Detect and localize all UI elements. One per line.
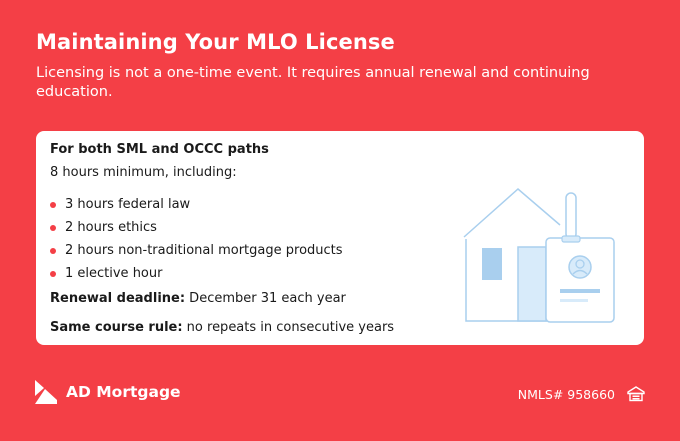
license-requirements-card: For both SML and OCCC paths 8 hours mini… (36, 131, 644, 345)
bullet-dot-icon (50, 270, 56, 277)
footer-meta: NMLS# 958660 (518, 386, 645, 403)
brand-logo: AD Mortgage (35, 380, 181, 404)
bullet-dot-icon (50, 247, 56, 254)
bullet-dot-icon (50, 201, 56, 208)
list-item: 3 hours federal law (50, 193, 343, 216)
same-course-rule: Same course rule: no repeats in consecut… (50, 320, 394, 335)
course-rule-value: no repeats in consecutive years (182, 320, 395, 335)
page-subtitle: Licensing is not a one-time event. It re… (36, 65, 590, 100)
card-intro: 8 hours minimum, including: (50, 165, 237, 180)
list-item: 2 hours non-traditional mortgage product… (50, 239, 343, 262)
list-item-label: 3 hours federal law (65, 197, 191, 212)
bullet-dot-icon (50, 224, 56, 231)
list-item: 1 elective hour (50, 262, 343, 285)
equal-housing-icon (627, 386, 645, 402)
list-item-label: 2 hours ethics (65, 220, 157, 235)
nmls-number: NMLS# 958660 (517, 387, 615, 402)
list-item-label: 1 elective hour (65, 266, 163, 281)
house-license-badge-icon (463, 188, 615, 323)
renewal-label: Renewal deadline: (50, 291, 186, 306)
card-heading: For both SML and OCCC paths (50, 142, 269, 157)
requirements-list: 3 hours federal law 2 hours ethics 2 hou… (50, 193, 343, 285)
brand-name: AD Mortgage (66, 383, 181, 401)
ad-mortgage-logo-icon (35, 380, 57, 404)
list-item-label: 2 hours non-traditional mortgage product… (65, 243, 343, 258)
course-rule-label: Same course rule: (50, 320, 183, 335)
renewal-deadline: Renewal deadline: December 31 each year (50, 291, 346, 306)
renewal-value: December 31 each year (185, 291, 346, 306)
list-item: 2 hours ethics (50, 216, 343, 239)
page-title: Maintaining Your MLO License (36, 30, 395, 54)
